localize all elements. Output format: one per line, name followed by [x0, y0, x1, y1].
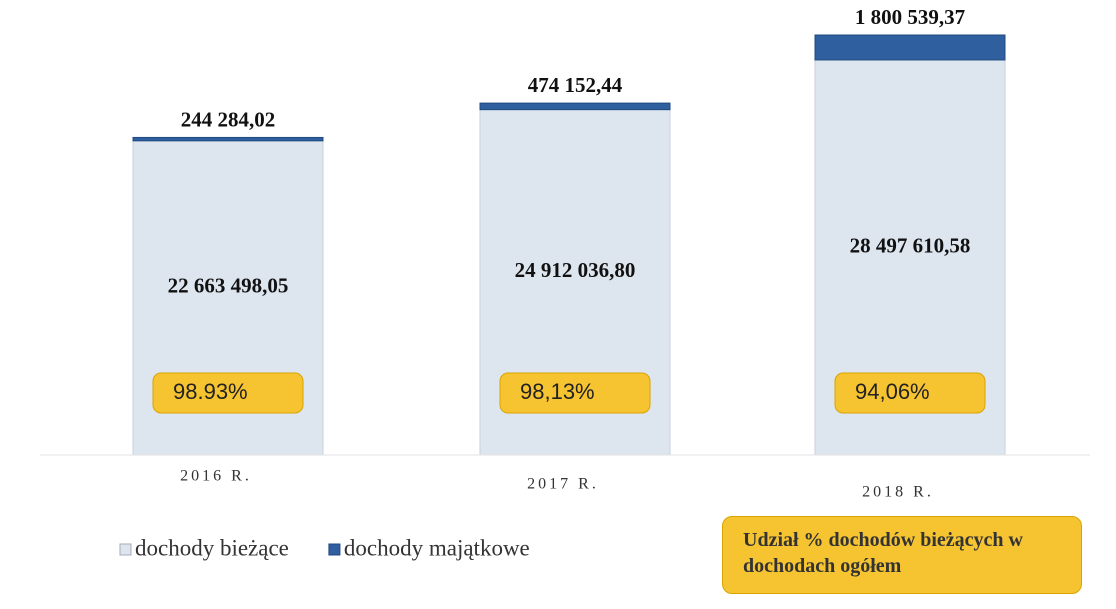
- x-tick-label: 2016 R.: [180, 468, 252, 485]
- share-box: [499, 372, 651, 414]
- value-label: 474 152,44: [528, 73, 623, 97]
- share-box: [834, 372, 986, 414]
- share-box: [152, 372, 304, 414]
- bar-segment: [132, 136, 324, 142]
- legend-label: dochody bieżące: [135, 535, 289, 560]
- x-tick-label: 2018 R.: [862, 484, 934, 501]
- bar-segment: [814, 34, 1006, 61]
- value-label: 24 912 036,80: [515, 258, 636, 282]
- legend-swatch: [328, 543, 341, 556]
- bar-segment: [479, 102, 671, 111]
- value-label: 22 663 498,05: [168, 274, 289, 298]
- share-label: 98,13%: [520, 379, 595, 404]
- share-label: 98.93%: [173, 379, 248, 404]
- share-legend: Udział % dochodów bieżących w dochodach …: [722, 516, 1082, 594]
- value-label: 1 800 539,37: [855, 5, 965, 29]
- x-tick-label: 2017 R.: [527, 476, 599, 493]
- value-label: 244 284,02: [181, 107, 276, 131]
- legend-label: dochody majątkowe: [344, 535, 530, 560]
- value-label: 28 497 610,58: [850, 233, 971, 257]
- legend-swatch: [119, 543, 132, 556]
- share-label: 94,06%: [855, 379, 930, 404]
